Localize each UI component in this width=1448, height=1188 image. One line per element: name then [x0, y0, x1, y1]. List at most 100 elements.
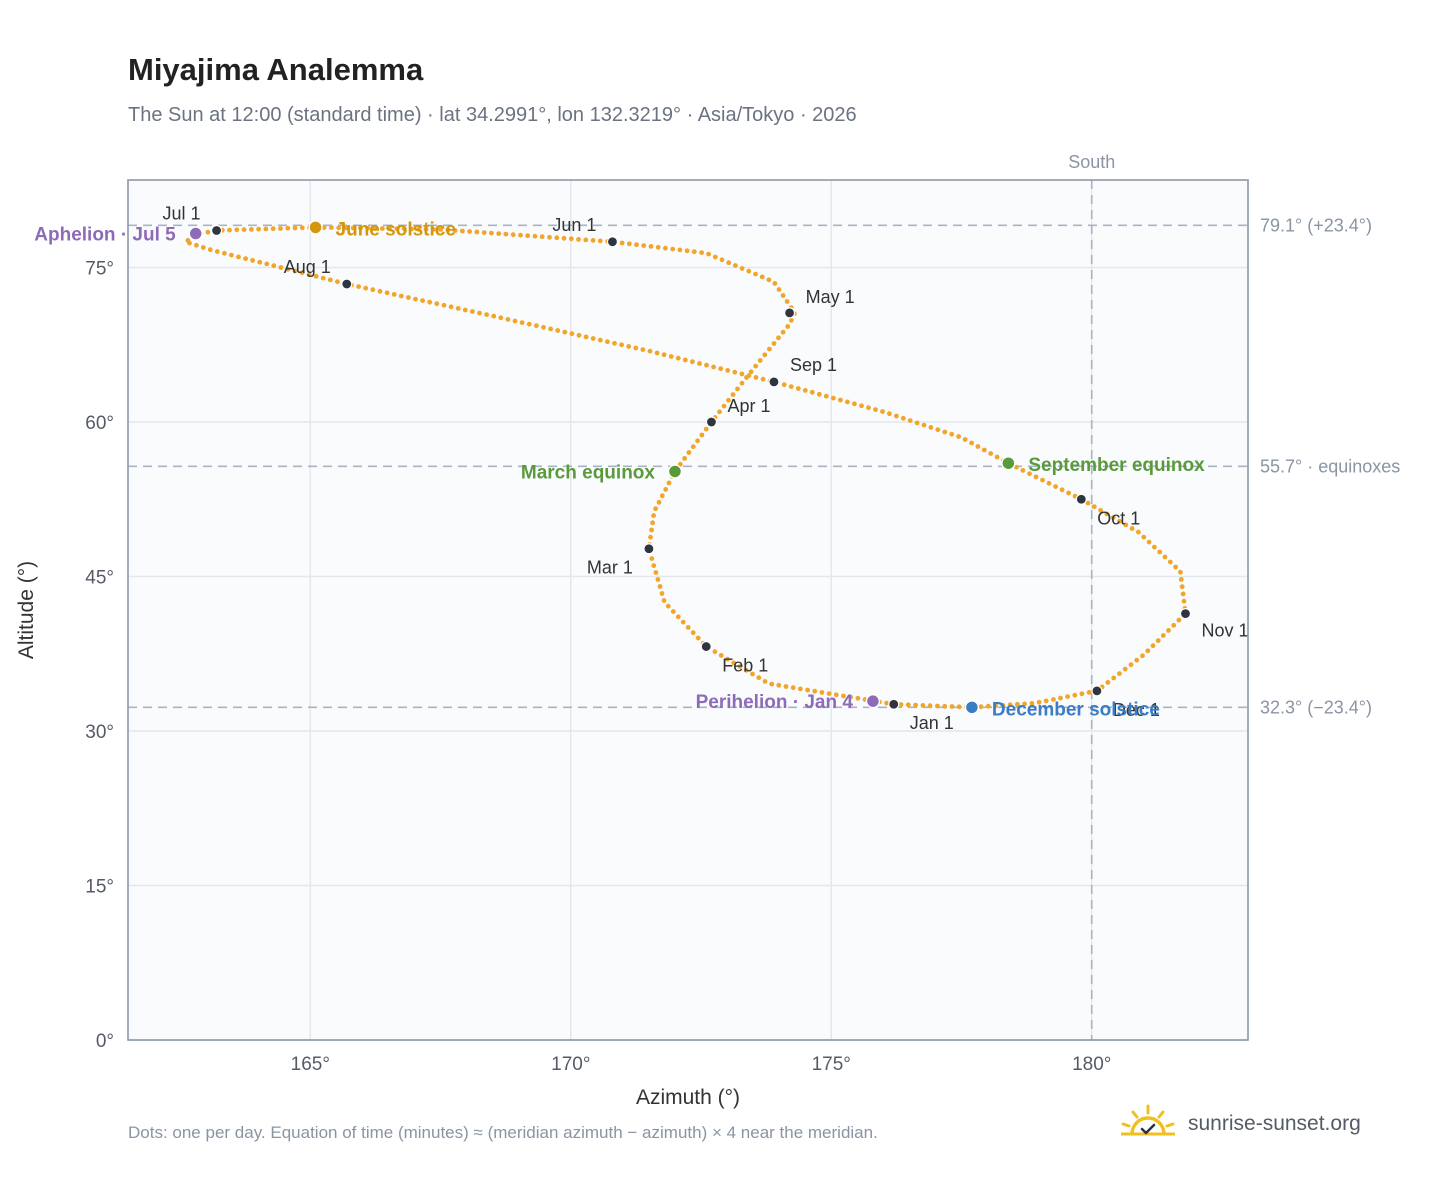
daily-sun-dot [634, 242, 639, 248]
daily-sun-dot [831, 395, 836, 401]
daily-sun-dot [760, 376, 766, 382]
y-tick-label: 75° [85, 259, 114, 280]
daily-sun-dot [597, 337, 603, 343]
daily-sun-dot [731, 660, 737, 666]
daily-sun-dot [841, 693, 846, 699]
daily-sun-dot [699, 432, 705, 438]
daily-sun-dot [278, 226, 283, 231]
daily-sun-dot [721, 403, 727, 409]
daily-sun-dot [1105, 680, 1111, 685]
y-tick-label: 45° [85, 568, 114, 589]
daily-sun-dot [928, 425, 934, 430]
daily-sun-dot [907, 418, 913, 423]
daily-sun-dot [1000, 702, 1006, 708]
daily-sun-dot [525, 233, 531, 239]
daily-sun-dot [1178, 569, 1183, 575]
meridian-label: South [1068, 152, 1115, 172]
daily-sun-dot [1123, 522, 1129, 528]
daily-sun-dot [384, 290, 390, 296]
daily-sun-dot [677, 247, 683, 253]
daily-sun-dot [370, 287, 376, 293]
daily-sun-dot [1122, 666, 1128, 672]
daily-sun-dot [653, 570, 659, 575]
daily-sun-dot [776, 287, 782, 292]
daily-sun-dot [270, 226, 276, 232]
month-marker [1075, 493, 1087, 505]
daily-sun-dot [1043, 698, 1049, 704]
brand-text[interactable]: sunrise-sunset.org [1188, 1112, 1361, 1135]
daily-sun-dot [789, 317, 794, 323]
daily-sun-dot [394, 226, 400, 232]
daily-sun-dot [380, 226, 385, 231]
footnote: Dots: one per day. Equation of time (min… [128, 1123, 878, 1142]
daily-sun-dot [299, 270, 305, 276]
daily-sun-dot [285, 225, 291, 231]
daily-sun-dot [718, 653, 724, 658]
daily-sun-dot [455, 306, 461, 311]
daily-sun-dot [762, 679, 768, 684]
daily-sun-dot [663, 487, 669, 492]
plot-area [128, 180, 1248, 1040]
daily-sun-dot [739, 371, 745, 377]
daily-sun-dot [1152, 544, 1157, 550]
daily-sun-dot [335, 279, 340, 285]
daily-sun-dot [1098, 508, 1103, 513]
daily-sun-dot [680, 619, 686, 625]
daily-sun-dot [1022, 701, 1027, 707]
x-axis-label: Azimuth (°) [636, 1086, 740, 1109]
daily-sun-dot [264, 261, 270, 267]
reference-line-label: 55.7° · equinoxes [1260, 456, 1400, 476]
daily-sun-dot [1085, 500, 1091, 506]
y-tick-label: 15° [85, 877, 114, 898]
daily-sun-dot [649, 556, 655, 561]
daily-sun-dot [942, 429, 948, 435]
daily-sun-dot [1007, 702, 1013, 708]
daily-sun-dot [648, 534, 653, 540]
daily-sun-dot [805, 687, 810, 693]
daily-sun-dot [695, 438, 700, 444]
month-marker [210, 224, 223, 237]
daily-sun-dot [481, 230, 487, 236]
month-marker [606, 236, 619, 248]
daily-sun-dot [391, 292, 397, 297]
daily-sun-dot [706, 251, 711, 257]
daily-sun-dot [762, 352, 768, 358]
daily-sun-dot [271, 263, 277, 269]
daily-sun-dot [656, 499, 662, 505]
brand-logo[interactable]: sunrise-sunset.org [1120, 1102, 1361, 1146]
daily-sun-dot [569, 331, 575, 337]
daily-sun-dot [845, 399, 850, 405]
daily-sun-dot [1157, 549, 1163, 555]
daily-sun-dot [460, 228, 465, 234]
daily-sun-dot [1181, 598, 1187, 604]
daily-sun-dot [975, 444, 981, 449]
daily-sun-dot [1180, 591, 1186, 597]
daily-sun-dot [750, 671, 755, 677]
daily-sun-dot [1053, 484, 1058, 489]
daily-sun-dot [823, 393, 829, 399]
daily-sun-dot [548, 326, 553, 332]
daily-sun-dot [434, 301, 440, 307]
daily-sun-dot [470, 309, 475, 314]
daily-sun-dot [697, 361, 702, 366]
daily-sun-dot [329, 225, 334, 231]
daily-sun-dot [826, 691, 832, 696]
daily-sun-dot [1173, 564, 1178, 570]
daily-sun-dot [477, 310, 482, 316]
daily-sun-dot [690, 630, 696, 636]
month-label: Apr 1 [727, 396, 770, 416]
daily-sun-dot [365, 225, 371, 231]
daily-sun-dot [737, 664, 743, 669]
chart-title: Miyajima Analemma [128, 52, 424, 87]
daily-sun-dot [785, 324, 791, 329]
daily-sun-dot [1117, 671, 1122, 676]
daily-sun-dot [819, 690, 825, 695]
analemma-curve [185, 225, 1188, 710]
daily-sun-dot [532, 233, 538, 239]
month-label: Oct 1 [1097, 508, 1140, 528]
daily-sun-dot [1072, 692, 1078, 698]
daily-sun-dot [1111, 675, 1117, 681]
daily-sun-dot [816, 391, 822, 397]
month-label: Feb 1 [722, 656, 768, 676]
daily-sun-dot [1166, 628, 1171, 633]
